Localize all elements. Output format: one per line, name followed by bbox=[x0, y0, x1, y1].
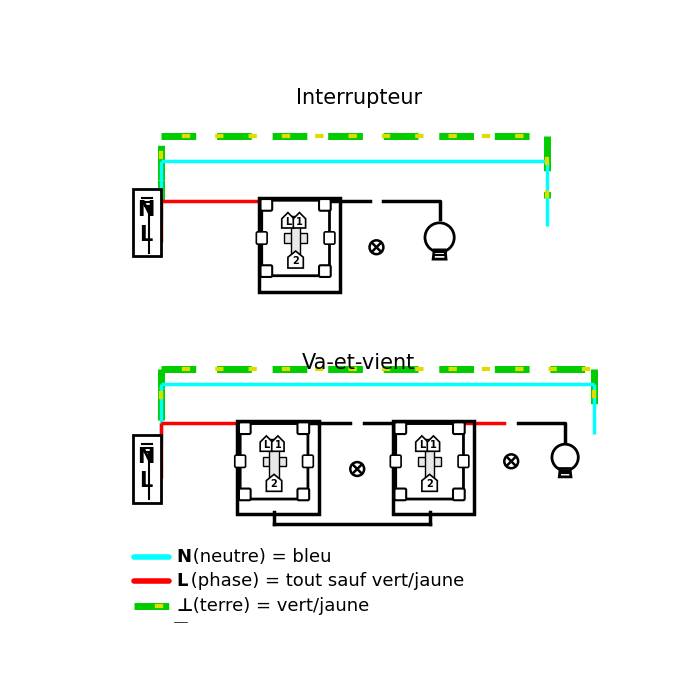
Polygon shape bbox=[433, 250, 446, 259]
FancyBboxPatch shape bbox=[239, 489, 251, 500]
Text: Interrupteur: Interrupteur bbox=[295, 88, 422, 108]
Text: L: L bbox=[285, 217, 291, 227]
Text: N: N bbox=[176, 548, 191, 566]
FancyBboxPatch shape bbox=[260, 199, 272, 211]
Polygon shape bbox=[288, 251, 303, 268]
FancyBboxPatch shape bbox=[240, 424, 308, 499]
Polygon shape bbox=[260, 436, 272, 452]
Text: 1: 1 bbox=[430, 440, 437, 450]
Circle shape bbox=[350, 462, 364, 476]
FancyBboxPatch shape bbox=[319, 265, 330, 277]
FancyBboxPatch shape bbox=[395, 424, 463, 499]
Polygon shape bbox=[427, 436, 440, 452]
Bar bbox=[393, 421, 475, 514]
FancyBboxPatch shape bbox=[302, 455, 314, 468]
Text: N: N bbox=[137, 200, 155, 220]
Bar bbox=[133, 189, 161, 256]
Bar bbox=[291, 216, 300, 260]
Text: (phase) = tout sauf vert/jaune: (phase) = tout sauf vert/jaune bbox=[185, 573, 464, 590]
Bar bbox=[262, 456, 286, 466]
Polygon shape bbox=[266, 475, 281, 491]
Circle shape bbox=[504, 454, 518, 468]
Text: 2: 2 bbox=[271, 480, 277, 489]
Text: L: L bbox=[419, 440, 425, 450]
Bar bbox=[284, 233, 307, 243]
Bar bbox=[425, 439, 434, 484]
FancyBboxPatch shape bbox=[298, 422, 309, 434]
Polygon shape bbox=[416, 436, 428, 452]
FancyBboxPatch shape bbox=[234, 455, 246, 468]
Polygon shape bbox=[281, 213, 294, 228]
FancyBboxPatch shape bbox=[260, 265, 272, 277]
Polygon shape bbox=[293, 213, 306, 228]
FancyBboxPatch shape bbox=[319, 199, 330, 211]
Text: 2: 2 bbox=[426, 480, 433, 489]
FancyBboxPatch shape bbox=[453, 489, 465, 500]
Text: 1: 1 bbox=[274, 440, 281, 450]
Bar bbox=[237, 421, 318, 514]
FancyBboxPatch shape bbox=[453, 422, 465, 434]
Text: Va-et-vient: Va-et-vient bbox=[302, 353, 415, 372]
Polygon shape bbox=[272, 436, 284, 452]
Text: 1: 1 bbox=[296, 217, 303, 227]
Text: L: L bbox=[139, 225, 153, 245]
Text: 2: 2 bbox=[292, 256, 299, 266]
Circle shape bbox=[370, 240, 384, 254]
Circle shape bbox=[552, 444, 578, 470]
Text: ⊥: ⊥ bbox=[176, 597, 193, 615]
FancyBboxPatch shape bbox=[256, 232, 267, 244]
Text: N: N bbox=[137, 447, 155, 467]
Bar bbox=[258, 198, 340, 292]
FancyBboxPatch shape bbox=[239, 422, 251, 434]
FancyBboxPatch shape bbox=[324, 232, 335, 244]
Polygon shape bbox=[559, 468, 571, 477]
FancyBboxPatch shape bbox=[298, 489, 309, 500]
Text: L: L bbox=[176, 573, 188, 590]
Circle shape bbox=[425, 223, 454, 252]
Text: L: L bbox=[139, 471, 153, 491]
FancyBboxPatch shape bbox=[262, 200, 330, 276]
FancyBboxPatch shape bbox=[395, 489, 406, 500]
Polygon shape bbox=[422, 475, 438, 491]
Bar bbox=[270, 439, 279, 484]
Text: L: L bbox=[263, 440, 270, 450]
FancyBboxPatch shape bbox=[395, 422, 406, 434]
FancyBboxPatch shape bbox=[458, 455, 469, 468]
Text: (terre) = vert/jaune: (terre) = vert/jaune bbox=[187, 597, 370, 615]
Text: (neutre) = bleu: (neutre) = bleu bbox=[187, 548, 332, 566]
Bar bbox=[418, 456, 441, 466]
Bar bbox=[133, 435, 161, 503]
FancyBboxPatch shape bbox=[391, 455, 401, 468]
